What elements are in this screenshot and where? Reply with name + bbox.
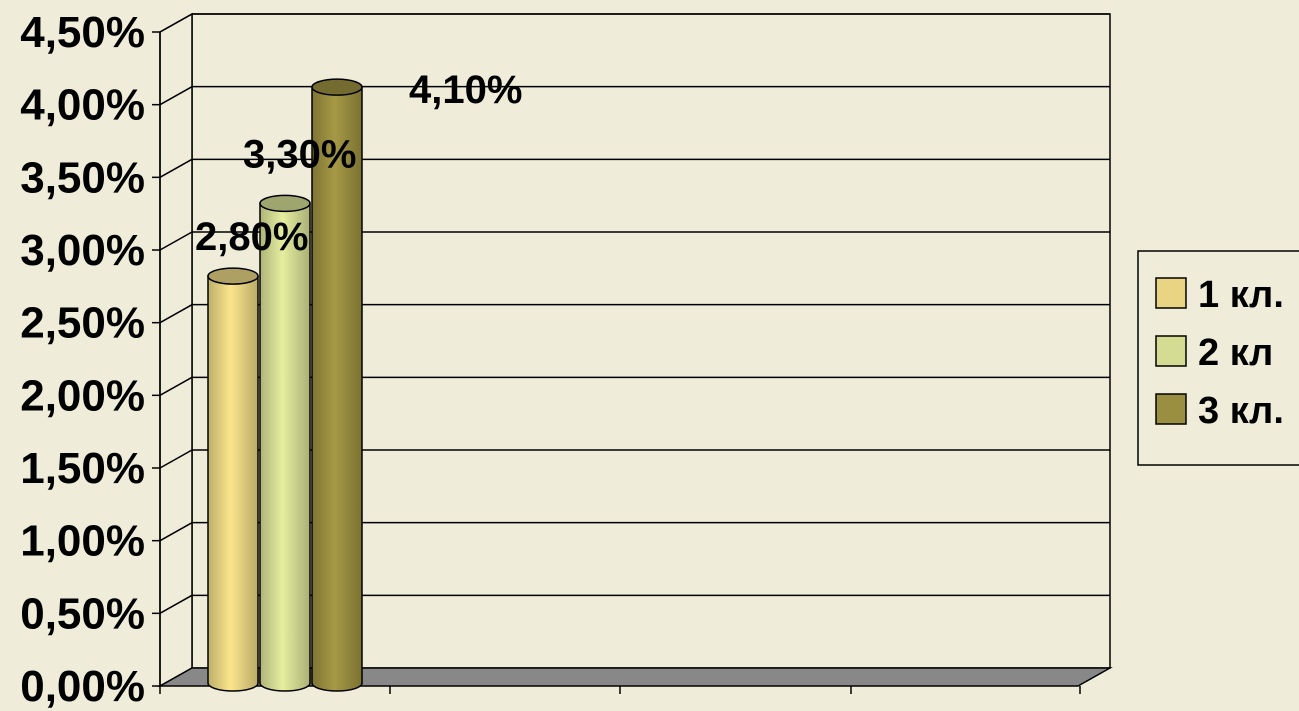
data-labels: 2,80% 3,30% 4,10%	[195, 68, 522, 259]
legend: 1 кл. 2 кл 3 кл.	[1137, 250, 1299, 466]
gridline-side	[159, 86, 193, 106]
y-tick-label: 0,00%	[20, 662, 145, 711]
gridline-side	[159, 304, 193, 324]
legend-swatch	[1155, 277, 1187, 309]
gridline-side	[159, 231, 193, 251]
legend-label: 3 кл.	[1198, 390, 1284, 432]
floor-plane	[157, 667, 1113, 687]
y-tick-label: 3,50%	[20, 153, 145, 202]
bar-body	[259, 202, 311, 692]
gridline-side	[159, 13, 193, 33]
y-axis: 0,00% 0,50% 1,00% 1,50% 2,00% 2,50% 3,00% 3,50%…	[20, 8, 161, 711]
bars	[207, 78, 363, 692]
data-label: 2,80%	[195, 215, 308, 259]
y-tick-label: 3,00%	[20, 226, 145, 275]
bar-top	[259, 194, 311, 213]
legend-label: 2 кл	[1198, 332, 1273, 374]
gridline-side	[159, 376, 193, 396]
bar-2	[259, 194, 311, 692]
bar-1	[207, 267, 259, 692]
y-tick-label: 2,00%	[20, 371, 145, 420]
gridline-side	[159, 594, 193, 614]
y-tick-label: 1,50%	[20, 444, 145, 493]
legend-swatch	[1155, 335, 1187, 367]
bar-body	[311, 86, 363, 692]
legend-label: 1 кл.	[1198, 274, 1284, 316]
data-label: 4,10%	[409, 68, 522, 112]
bar-body	[207, 275, 259, 692]
chart-floor	[157, 667, 1113, 694]
data-label: 3,30%	[243, 132, 356, 176]
y-tick-label: 1,00%	[20, 517, 145, 566]
y-tick-label: 4,00%	[20, 81, 145, 130]
gridline-side	[159, 522, 193, 542]
gridline-side	[159, 449, 193, 469]
y-tick-label: 4,50%	[20, 8, 145, 57]
bar-3	[311, 78, 363, 692]
gridline-side	[159, 158, 193, 178]
legend-swatch	[1155, 393, 1187, 425]
side-wall	[159, 12, 193, 688]
bar-top	[207, 267, 259, 285]
y-tick-label: 0,50%	[20, 589, 145, 638]
bar-top	[311, 78, 363, 96]
y-tick-label: 2,50%	[20, 299, 145, 348]
